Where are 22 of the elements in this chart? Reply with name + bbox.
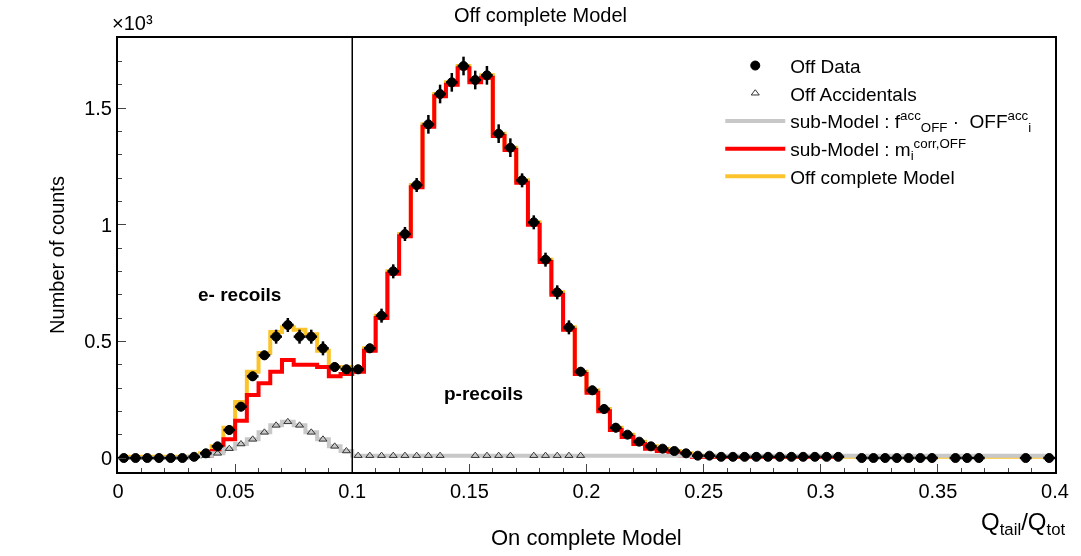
y-axis-title: Number of counts (46, 176, 69, 334)
x-axis-title: Q$_{tail}$/Q$_{tot}$ (981, 508, 1066, 540)
x-tick-label: 0.35 (918, 480, 958, 502)
annotation: e- recoils (198, 284, 282, 305)
x-tick-label: 0.1 (338, 480, 367, 502)
y-tick-label: 0 (100, 447, 112, 469)
y-tick-label: 0.5 (84, 330, 112, 353)
y-tick-label: 1.5 (84, 97, 112, 119)
x-tick-label: 0.05 (215, 480, 255, 502)
text: On complete Model (491, 525, 682, 550)
legend-label: Off complete Model (790, 166, 955, 188)
x-tick-label: 0.15 (449, 480, 489, 502)
y-tick-label: 1 (100, 213, 112, 236)
x-tick-label: 0.25 (684, 480, 724, 502)
x-tick-label: 0.4 (1041, 480, 1069, 502)
legend-label: Off Data (790, 55, 862, 77)
x-tick-label: 0.2 (572, 480, 601, 502)
annotation: p-recoils (444, 383, 524, 404)
text: ×10³ (112, 12, 153, 34)
chart-title: Off complete Model (453, 4, 628, 27)
legend-label: Off Accidentals (790, 83, 917, 105)
x-tick-label: 0.3 (806, 480, 835, 502)
